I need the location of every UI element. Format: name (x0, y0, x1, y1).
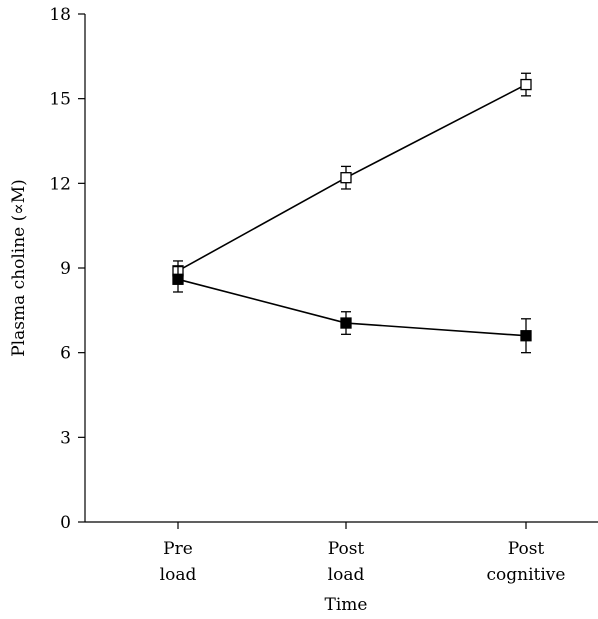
y-tick-label: 9 (60, 259, 71, 279)
series-layer (172, 72, 532, 354)
data-point (520, 330, 532, 342)
y-tick-label: 3 (60, 428, 71, 448)
x-tick-label: load (160, 565, 197, 585)
y-tick-label: 0 (60, 513, 71, 533)
y-tick-label: 18 (49, 5, 71, 25)
x-tick-label: cognitive (487, 565, 566, 585)
data-point (340, 317, 352, 329)
series-line (177, 83, 527, 272)
x-axis-ticks: Pre load Post load Post cognitive (160, 522, 566, 585)
x-tick-label: Post (328, 539, 365, 559)
y-tick-label: 6 (60, 344, 71, 364)
data-point (340, 172, 352, 184)
y-axis-ticks: 0 3 6 9 12 15 18 (49, 5, 85, 533)
x-axis-title: Time (325, 595, 368, 615)
data-point (172, 273, 184, 285)
x-tick-label: load (328, 565, 365, 585)
series-line (177, 278, 527, 337)
plot-area: 0 3 6 9 12 15 18 Pre load Post load Post cognitive (49, 5, 598, 585)
series-1 (172, 72, 532, 282)
x-tick-label: Post (508, 539, 545, 559)
data-point (520, 78, 532, 91)
y-tick-label: 15 (49, 90, 71, 110)
y-axis-title: Plasma choline (∝M) (9, 179, 29, 357)
y-tick-label: 12 (49, 174, 71, 194)
series-2 (172, 265, 532, 354)
x-tick-label: Pre (163, 539, 193, 559)
